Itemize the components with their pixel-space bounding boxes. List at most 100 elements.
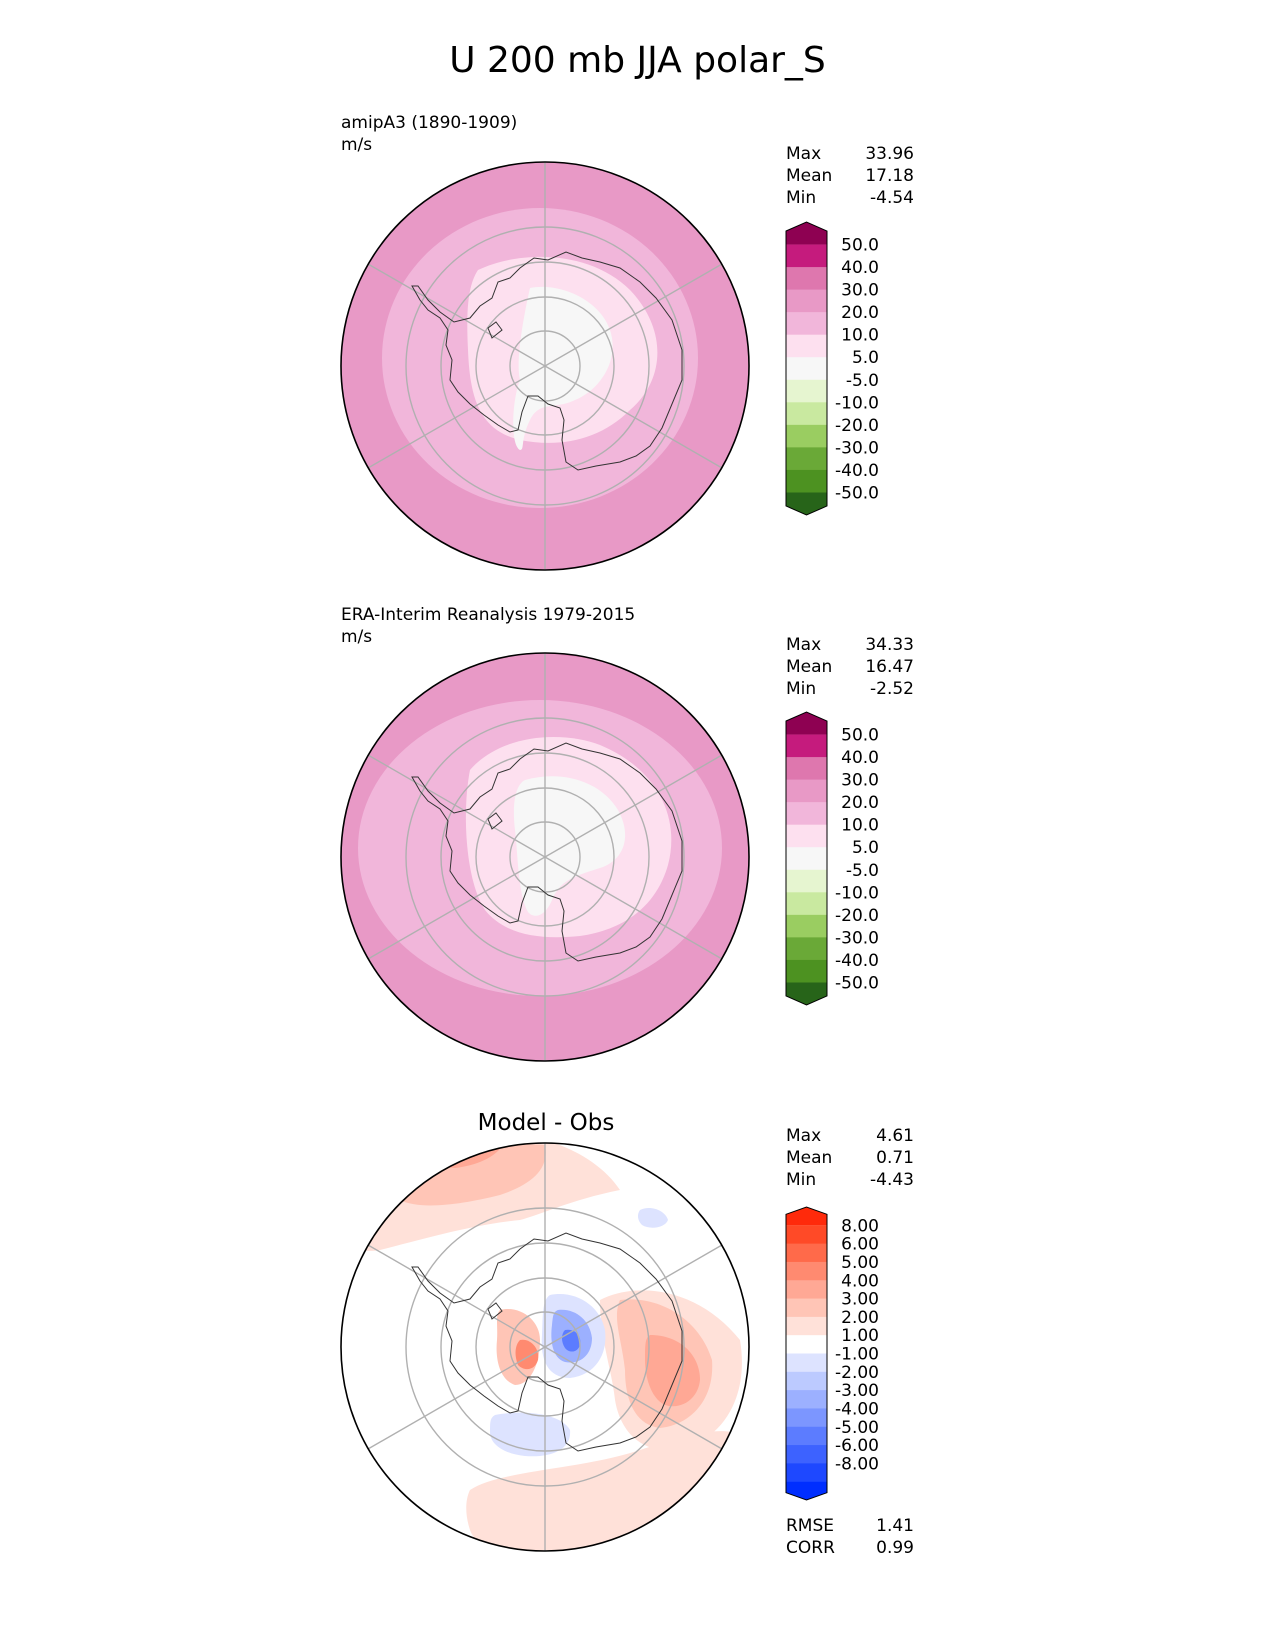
colorbar-bin [786,1280,827,1300]
stat-min-value: -4.43 [870,1170,914,1190]
colorbar-ref-tick-label: -10.0 [835,883,879,903]
map-boundary [340,161,750,571]
colorbar-bin [786,334,827,358]
colorbar-bin [786,447,827,471]
panel-diff-title: Model - Obs [477,1110,615,1136]
metric-rmse-label: RMSE [786,1516,835,1536]
panel-ref-map [340,652,750,1062]
colorbar-ref-tick-label: 5.0 [852,838,879,858]
panel-diff-map [340,1142,750,1552]
stat-min-label: Min [786,188,817,208]
colorbar-ref-tick-label: 40.0 [841,748,879,768]
panel-ref-label: ERA-Interim Reanalysis 1979-2015 m/s [341,604,635,648]
colorbar-test-tick-label: -40.0 [835,461,879,481]
stat-min-label: Min [786,1170,817,1190]
panel-diff-metrics: RMSE 1.41 CORR 0.99 [786,1515,914,1559]
colorbar-diff-tick-label: 5.00 [841,1253,879,1273]
colorbar-test-tick-label: 40.0 [841,258,879,278]
stat-mean-label: Mean [786,1148,833,1168]
panel-test-dataset: amipA3 (1890-1909) [341,113,518,133]
colorbar-test-tick-label: -50.0 [835,483,879,503]
colorbar-bin [786,1243,827,1263]
stat-max-label: Max [786,1126,822,1146]
meridian-line [367,263,723,469]
colorbar-test-tick-label: -20.0 [835,416,879,436]
panel-test-label: amipA3 (1890-1909) m/s [341,112,517,156]
colorbar-bin [786,892,827,916]
stat-max-value: 33.96 [865,144,914,164]
colorbar-bin [786,869,827,893]
panel-test-contours [341,162,749,570]
colorbar-test-tick-label: 30.0 [841,281,879,301]
colorbar-diff: 8.006.005.004.003.002.001.00-1.00-2.00-3… [785,1206,879,1501]
colorbar-test-tick-label: -10.0 [835,393,879,413]
colorbar-bin [786,1353,827,1373]
colorbar-bin [786,779,827,803]
panel-test-map [340,161,750,571]
colorbar-bin [786,1426,827,1446]
colorbar-ref-tick-label: -50.0 [835,973,879,993]
colorbar-bin [786,937,827,961]
colorbar-bin [786,959,827,983]
colorbar-ref-tick-label: -20.0 [835,906,879,926]
colorbar-ref-tick-label: 10.0 [841,816,879,836]
stat-min-value: -2.52 [870,679,914,699]
colorbar-bin [786,1225,827,1245]
meridian-line [367,1244,723,1450]
colorbar-ref-tick-label: 30.0 [841,771,879,791]
panel-ref-units: m/s [341,627,373,647]
stat-max-value: 4.61 [876,1126,914,1146]
colorbar-diff-tick-label: 8.00 [841,1216,879,1236]
colorbar-extend-min [786,1481,827,1500]
colorbar-test-tick-label: 20.0 [841,303,879,323]
metric-rmse-value: 1.41 [876,1516,914,1536]
colorbar-bin [786,289,827,313]
colorbar-bin [786,1390,827,1409]
stat-min-label: Min [786,679,817,699]
colorbar-bin [786,402,827,426]
stat-mean-label: Mean [786,166,833,186]
figure-title: U 200 mb JJA polar_S [449,40,826,81]
stat-mean-label: Mean [786,657,833,677]
colorbar-diff-tick-label: 2.00 [841,1308,879,1328]
colorbar-test-tick-label: 5.0 [852,348,879,368]
stat-mean-value: 0.71 [876,1148,914,1168]
colorbar-bin [786,802,827,826]
stat-max-value: 34.33 [865,635,914,655]
colorbar-diff-tick-label: -4.00 [835,1399,879,1419]
stat-mean-value: 17.18 [865,166,914,186]
panel-diff-stats: Max 4.61 Mean 0.71 Min -4.43 [786,1125,914,1191]
colorbar-bin [786,1445,827,1464]
colorbar-outline [785,711,828,1006]
colorbar-bin [786,312,827,336]
colorbar-bin [786,914,827,938]
colorbar-bin [786,824,827,848]
colorbar-ref-tick-label: -30.0 [835,928,879,948]
colorbar-test-tick-label: -5.0 [846,371,879,391]
panel-ref-dataset: ERA-Interim Reanalysis 1979-2015 [341,605,636,625]
colorbar-diff-tick-label: -2.00 [835,1363,879,1383]
colorbar-ref-tick-label: 20.0 [841,793,879,813]
colorbar-ref: 50.040.0 30.020.0 10.05.0 -5.0-10.0 -20.0-30… [785,711,879,1006]
colorbar-bin [786,1463,827,1483]
colorbar-extend-min [786,982,827,1005]
colorbar-bin [786,1371,827,1391]
colorbar-diff-tick-label: -8.00 [835,1454,879,1474]
colorbar-bin [786,1408,827,1428]
panel-ref-stats: Max 34.33 Mean 16.47 Min -2.52 [786,634,914,700]
stat-mean-value: 16.47 [865,657,914,677]
colorbar-outline [785,1206,828,1501]
colorbar-bin [786,1316,827,1336]
colorbar-diff-tick-label: -1.00 [835,1345,879,1365]
colorbar-bin [786,1261,827,1281]
colorbar-bin [786,379,827,403]
colorbar-diff-tick-label: -5.00 [835,1418,879,1438]
contour-band-neg2-neg1 [637,1208,668,1228]
stat-max-label: Max [786,635,822,655]
contour-band-2-3 [399,1144,546,1206]
colorbar-diff-tick-label: -6.00 [835,1436,879,1456]
colorbar-ref-tick-label: 50.0 [841,726,879,746]
colorbar-bin [786,847,827,871]
colorbar-bin [786,357,827,381]
